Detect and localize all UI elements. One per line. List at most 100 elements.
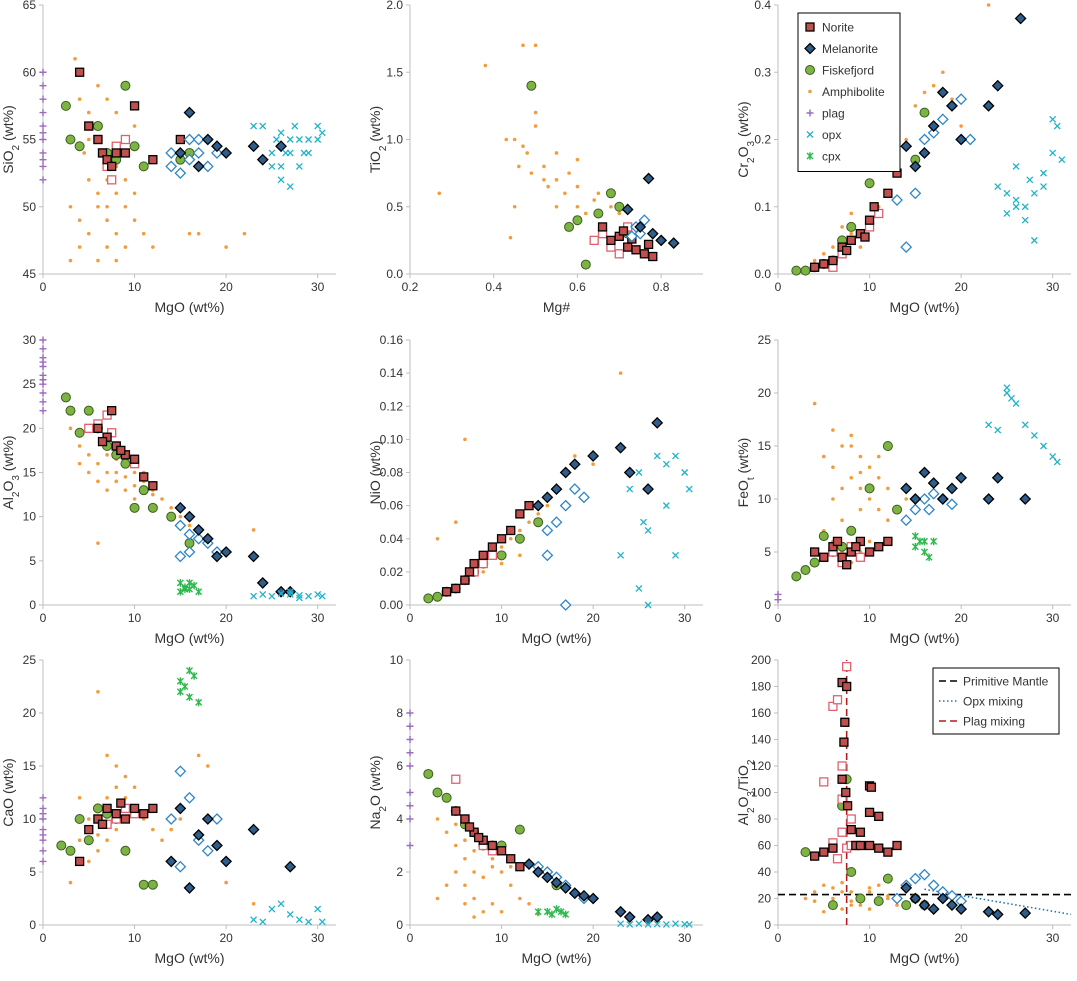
point-amphibolite (876, 507, 881, 512)
point-norite-light (855, 552, 866, 562)
point-amphibolite (584, 211, 588, 216)
point-norite-light (120, 134, 131, 145)
point-opx (1040, 183, 1047, 191)
point-fiskefjord (83, 835, 94, 846)
series-opx (994, 115, 1066, 244)
point-opx (1012, 400, 1020, 408)
point-norite (841, 787, 851, 798)
point-melanorite (900, 881, 913, 894)
point-amphibolite (618, 371, 623, 375)
point-plag (39, 810, 47, 818)
point-melanorite (927, 477, 940, 490)
points (406, 709, 693, 928)
point-amphibolite (68, 426, 73, 431)
y-tick-label: 2.0 (386, 0, 403, 12)
point-amphibolite (536, 512, 540, 516)
point-amphibolite (132, 497, 137, 501)
point-norite (175, 134, 185, 145)
point-opx (1012, 162, 1020, 170)
point-amphibolite (251, 528, 256, 532)
point-melanorite-light (900, 514, 913, 527)
point-melanorite (587, 450, 600, 462)
point-norite (648, 251, 658, 262)
point-norite (441, 587, 452, 597)
point-opx (286, 183, 294, 191)
point-amphibolite (508, 883, 513, 888)
point-melanorite (955, 133, 968, 146)
point-cpx (553, 905, 560, 913)
y-tick-label: 160 (751, 706, 771, 720)
point-amphibolite (527, 520, 531, 524)
point-plag (39, 82, 47, 90)
point-norite (506, 854, 516, 864)
point-cpx (186, 579, 193, 587)
point-amphibolite (812, 401, 817, 406)
x-tick-label: 0.4 (485, 280, 502, 294)
point-amphibolite (105, 453, 109, 457)
point-opx (268, 592, 276, 600)
point-melanorite (623, 466, 636, 479)
point-melanorite (982, 493, 995, 505)
point-norite (597, 222, 608, 232)
point-norite (84, 121, 94, 131)
point-amphibolite (114, 479, 119, 484)
points (39, 666, 326, 926)
point-melanorite (918, 466, 931, 479)
legend-marker-norite (805, 22, 815, 32)
point-amphibolite (123, 178, 128, 182)
point-opx (1053, 122, 1061, 130)
point-fiskefjord (74, 141, 85, 152)
point-opx (1030, 189, 1038, 197)
legend-label-norite: Norite (822, 21, 854, 35)
point-fiskefjord (432, 787, 443, 798)
y-tick-label: 120 (751, 759, 771, 773)
point-plag (39, 831, 47, 839)
point-norite-light (832, 854, 843, 864)
point-opx (1049, 149, 1057, 157)
point-fiskefjord (827, 900, 838, 911)
x-tick-label: 20 (586, 931, 600, 945)
point-norite (515, 509, 525, 519)
point-melanorite-light (900, 241, 913, 254)
x-tick-label: 10 (495, 931, 509, 945)
x-tick-label: 0.6 (569, 280, 586, 294)
point-melanorite (550, 483, 563, 495)
point-amphibolite (529, 171, 534, 175)
series-amphibolite (437, 43, 622, 240)
point-amphibolite (876, 454, 881, 459)
point-amphibolite (160, 497, 164, 501)
point-amphibolite (224, 880, 228, 885)
point-melanorite-light (559, 499, 572, 512)
x-tick-label: 20 (954, 611, 968, 625)
point-amphibolite (858, 470, 863, 475)
point-amphibolite (876, 883, 881, 888)
x-tick-label: 0 (407, 931, 414, 945)
x-tick-label: 0 (40, 280, 47, 294)
point-cpx (176, 688, 184, 696)
point-cpx (190, 672, 198, 680)
point-amphibolite (435, 817, 440, 821)
x-axis-label: MgO (wt%) (155, 299, 225, 315)
point-amphibolite (922, 90, 927, 95)
point-norite (819, 552, 829, 562)
x-axis-label: MgO (wt%) (890, 950, 960, 966)
point-norite (618, 226, 629, 236)
point-melanorite (936, 86, 949, 99)
point-amphibolite (105, 218, 109, 222)
x-tick-label: 30 (311, 931, 325, 945)
y-tick-label: 5 (29, 865, 36, 879)
point-melanorite (651, 416, 664, 429)
point-melanorite-light (165, 147, 178, 159)
point-amphibolite (554, 204, 559, 209)
point-amphibolite (840, 225, 844, 229)
chart-na2o: 0 2 4 6 8 10 0 10 20 30 MgO (wt%) Na2O (wt%) (367, 653, 703, 966)
point-fiskefjord (166, 511, 177, 522)
point-fiskefjord (864, 483, 875, 494)
point-opx (1030, 236, 1038, 244)
point-amphibolite (123, 204, 128, 209)
point-opx (1003, 210, 1011, 217)
point-norite (107, 161, 117, 172)
x-tick-label: 10 (128, 611, 142, 625)
point-amphibolite (840, 890, 844, 894)
point-opx (277, 176, 285, 184)
